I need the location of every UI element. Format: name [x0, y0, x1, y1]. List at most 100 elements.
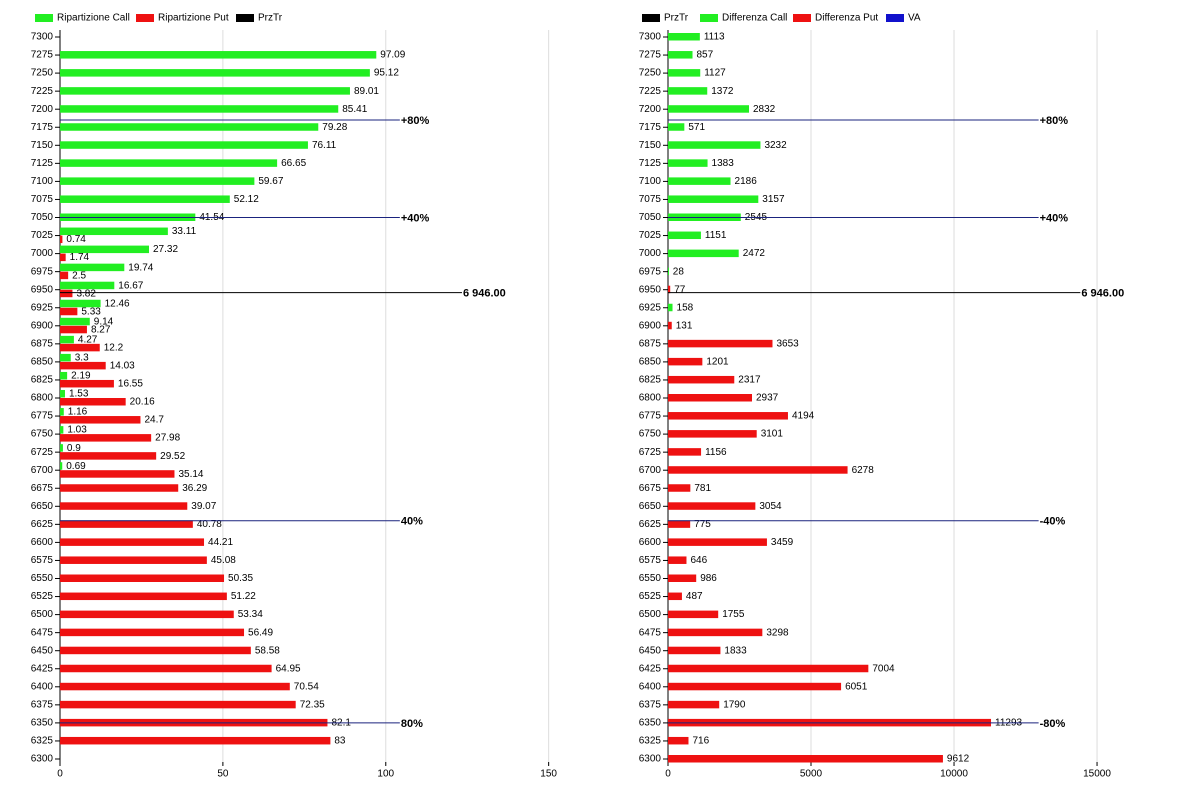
value-label: 1156 — [705, 447, 727, 458]
reference-label: +80% — [1040, 115, 1069, 127]
legend-swatch — [136, 14, 154, 22]
bar — [668, 430, 757, 438]
value-label: 40.78 — [197, 519, 222, 530]
bar — [60, 361, 106, 370]
y-tick-label: 7275 — [31, 50, 54, 61]
value-label: 7004 — [872, 663, 895, 674]
y-tick-label: 6975 — [31, 266, 54, 277]
y-tick-label: 6900 — [31, 320, 54, 331]
value-label: 3459 — [771, 537, 794, 548]
value-label: 3232 — [764, 140, 787, 151]
y-tick-label: 6850 — [31, 357, 54, 368]
y-tick-label: 6875 — [31, 338, 54, 349]
bar — [60, 235, 63, 244]
bar — [60, 502, 188, 510]
bar — [60, 307, 78, 316]
value-label: 2317 — [738, 375, 761, 386]
value-label: 0.69 — [66, 461, 86, 472]
y-tick-label: 6825 — [639, 375, 662, 386]
bar — [60, 426, 64, 434]
value-label: 2186 — [735, 176, 758, 187]
bar — [60, 664, 272, 673]
y-tick-label: 7000 — [639, 248, 662, 259]
y-tick-label: 7050 — [31, 212, 54, 223]
value-label: 1201 — [706, 357, 729, 368]
y-tick-label: 7150 — [639, 140, 662, 151]
value-label: 50.35 — [228, 573, 253, 584]
y-tick-label: 6300 — [31, 754, 54, 765]
value-label: 83 — [334, 736, 346, 747]
bar — [668, 664, 869, 673]
value-label: 1127 — [704, 68, 726, 79]
y-tick-label: 6450 — [31, 645, 54, 656]
x-tick-label: 50 — [217, 769, 229, 780]
bar — [668, 520, 691, 528]
bar — [60, 123, 319, 131]
y-tick-label: 6575 — [639, 555, 662, 566]
y-tick-label: 6550 — [31, 573, 54, 584]
value-label: 28 — [673, 266, 685, 277]
value-label: 95.12 — [374, 68, 399, 79]
value-label: 4194 — [792, 411, 815, 422]
value-label: 70.54 — [294, 681, 319, 692]
bar — [668, 267, 669, 276]
value-label: 0.9 — [67, 443, 81, 454]
bar — [668, 159, 708, 167]
bar — [668, 592, 682, 601]
value-label: 72.35 — [300, 699, 325, 710]
y-tick-label: 6400 — [639, 681, 662, 692]
bar — [668, 51, 693, 59]
bar — [60, 538, 205, 546]
y-tick-label: 6725 — [31, 447, 54, 458]
y-tick-label: 7200 — [639, 104, 662, 115]
legend-swatch — [236, 14, 254, 22]
value-label: 158 — [677, 302, 694, 313]
reference-label: +80% — [401, 115, 430, 127]
bar — [668, 33, 700, 41]
y-tick-label: 7075 — [639, 194, 662, 205]
value-label: 79.28 — [322, 122, 347, 133]
y-tick-label: 7075 — [31, 194, 54, 205]
legend-label: PrzTr — [258, 13, 283, 24]
y-tick-label: 6525 — [31, 591, 54, 602]
value-label: 3157 — [762, 194, 785, 205]
value-label: 52.12 — [234, 194, 259, 205]
value-label: 66.65 — [281, 158, 306, 169]
legend-swatch — [700, 14, 718, 22]
y-tick-label: 6725 — [639, 447, 662, 458]
y-tick-label: 6475 — [639, 627, 662, 638]
y-tick-label: 6925 — [639, 302, 662, 313]
price-label: 6 946.00 — [463, 287, 506, 299]
bar — [668, 69, 701, 77]
y-tick-label: 7125 — [31, 158, 54, 169]
y-tick-label: 6425 — [31, 663, 54, 674]
legend-swatch — [793, 14, 811, 22]
value-label: 3101 — [761, 429, 784, 440]
bar — [60, 390, 65, 398]
x-tick-label: 5000 — [800, 769, 823, 780]
y-tick-label: 6450 — [639, 645, 662, 656]
x-tick-label: 15000 — [1083, 769, 1111, 780]
value-label: 19.74 — [128, 262, 153, 273]
y-tick-label: 7025 — [31, 230, 54, 241]
bar — [60, 444, 63, 452]
value-label: 716 — [692, 736, 709, 747]
bar — [668, 556, 687, 564]
value-label: 8.27 — [91, 324, 111, 335]
bar — [60, 195, 230, 203]
legend-label: Differenza Put — [815, 13, 878, 24]
y-tick-label: 6575 — [31, 555, 54, 566]
value-label: 781 — [694, 483, 711, 494]
y-tick-label: 6825 — [31, 375, 54, 386]
value-label: 39.07 — [191, 501, 216, 512]
value-label: 58.58 — [255, 645, 280, 656]
bar — [668, 321, 672, 330]
bar — [60, 484, 179, 492]
bar — [60, 159, 278, 167]
y-tick-label: 6425 — [639, 663, 662, 674]
value-label: 986 — [700, 573, 717, 584]
value-label: 35.14 — [178, 469, 203, 480]
bar — [60, 452, 157, 460]
value-label: 24.7 — [144, 415, 164, 426]
reference-label: 80% — [401, 718, 423, 730]
